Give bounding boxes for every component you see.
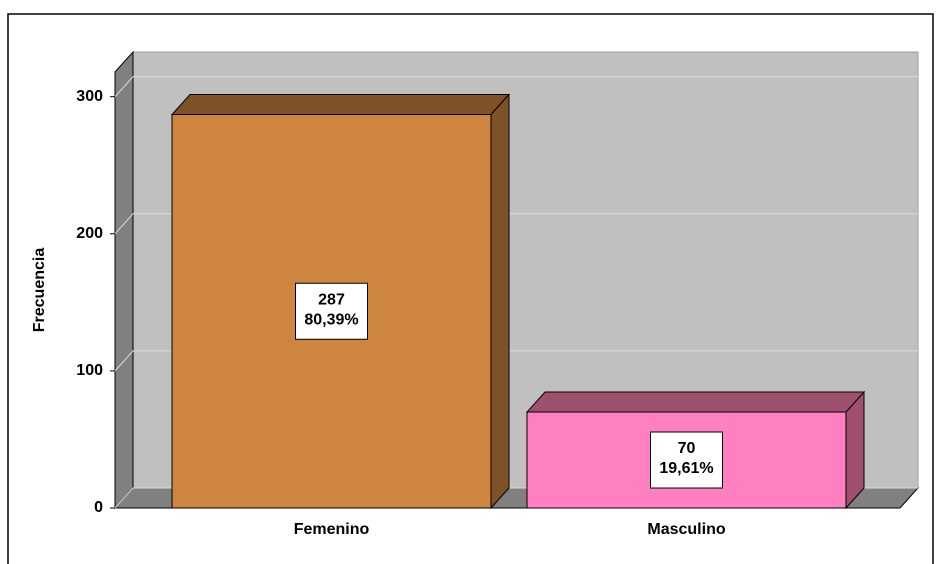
- grid-line: [114, 350, 918, 372]
- grid-line: [114, 213, 918, 235]
- bar-side: [845, 390, 865, 510]
- y-tick-label: 0: [94, 499, 103, 516]
- y-tick-label: 300: [76, 88, 103, 105]
- x-tick-label: Masculino: [647, 521, 725, 538]
- x-tick-label: Femenino: [294, 521, 370, 538]
- data-label: 80,39%: [304, 311, 358, 328]
- data-label: 70: [678, 440, 696, 457]
- data-label-box: [650, 431, 723, 489]
- bar-top: [525, 391, 866, 413]
- data-label-box: [295, 282, 368, 340]
- grid-line: [114, 76, 918, 98]
- y-axis-label: Frecuencia: [31, 248, 48, 333]
- bar-side: [490, 93, 510, 510]
- bar-top: [170, 94, 511, 116]
- left-wall: [114, 50, 134, 510]
- data-label: 19,61%: [659, 460, 713, 477]
- data-label: 287: [318, 291, 345, 308]
- y-tick-label: 100: [76, 362, 103, 379]
- y-tick-label: 200: [76, 225, 103, 242]
